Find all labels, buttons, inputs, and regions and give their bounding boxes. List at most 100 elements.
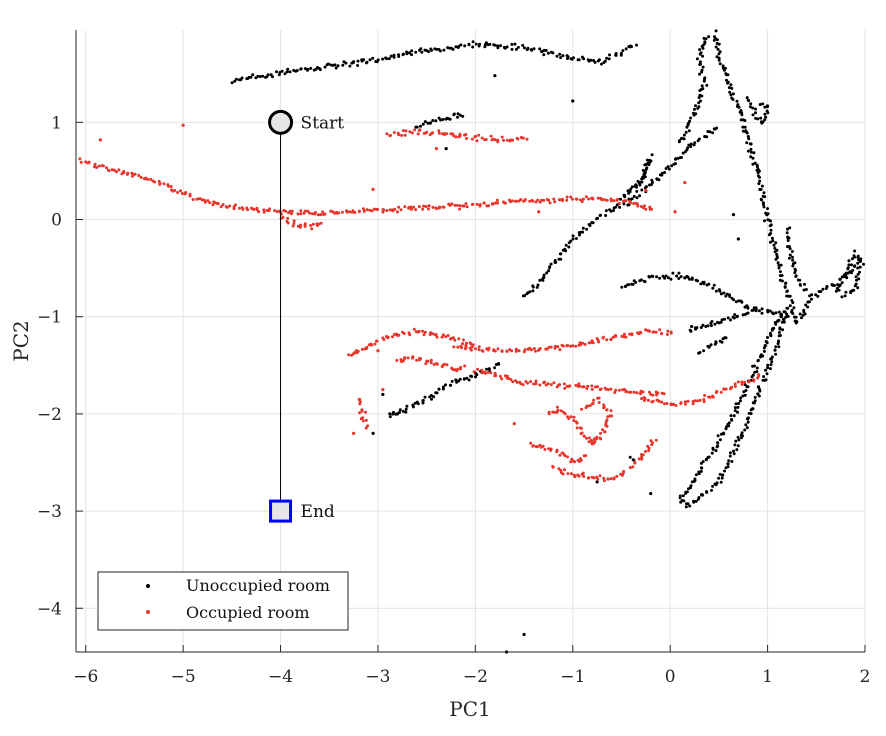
data-point [529,348,533,352]
data-point [787,256,791,260]
data-point [748,105,752,109]
data-point [421,329,425,333]
data-point [845,276,849,280]
data-point [605,198,609,202]
data-point [439,118,443,122]
data-point [772,243,776,247]
data-point [795,320,799,324]
data-point [751,156,755,160]
data-point [663,276,667,280]
data-point [821,287,825,291]
data-point [649,439,653,443]
data-point [534,382,538,386]
data-point [699,99,702,103]
data-point [777,318,781,322]
data-point [513,42,517,46]
data-point [756,171,760,175]
data-point [221,203,225,207]
data-point [505,138,509,142]
data-point [98,138,102,142]
data-point [315,224,319,227]
data-point [555,450,559,454]
data-point [697,96,701,100]
data-point [537,210,541,214]
data-point [319,221,323,225]
data-point [688,504,692,508]
data-point [727,459,731,463]
data-point [848,270,852,274]
data-point [777,331,781,334]
data-point [702,398,706,401]
data-point [724,427,728,431]
data-point [376,349,380,353]
data-point [385,57,389,61]
data-point [667,167,671,171]
data-point [400,133,404,137]
data-point [341,63,345,67]
data-point [760,307,764,311]
data-point [816,294,820,298]
data-point [710,320,714,323]
data-point [697,470,701,474]
data-point [334,66,338,70]
data-point [445,132,449,136]
data-point [167,184,170,188]
data-point [757,374,761,378]
data-point [784,315,788,319]
data-point [733,443,737,447]
data-point [578,457,582,461]
data-point [617,201,621,205]
data-point [729,93,733,97]
data-point [764,340,768,343]
data-point [423,330,427,334]
data-point [706,456,710,459]
data-point [125,172,129,176]
data-point [555,54,559,58]
data-point [722,431,725,435]
data-point [724,466,728,470]
data-point [769,240,772,244]
data-point [632,202,636,205]
data-point [319,213,323,217]
data-point [364,61,368,65]
data-point [510,349,514,353]
data-point [454,378,458,382]
data-point [398,408,402,412]
data-point [605,338,609,342]
data-point [371,56,375,60]
data-point [745,96,749,100]
data-point [773,250,777,254]
data-point [630,197,634,201]
data-point [302,211,306,215]
data-point [710,488,713,492]
data-point [361,419,365,423]
data-point [751,113,755,117]
data-point [507,377,511,380]
data-point [493,366,497,370]
data-point [749,147,753,151]
data-point [632,390,636,394]
data-point [695,326,699,330]
data-point [660,400,664,404]
data-point [614,334,618,338]
data-point [476,367,480,371]
data-point [640,177,644,181]
data-point [510,199,514,203]
data-point [321,210,325,214]
data-point [534,349,537,353]
data-point [273,209,277,213]
data-point [726,316,730,320]
data-point [785,231,789,235]
data-point [581,341,585,345]
data-point [538,47,542,51]
data-point [405,50,409,54]
data-point [567,417,571,420]
data-point [694,499,698,503]
data-point [774,345,778,349]
data-point [477,348,481,352]
data-point [582,454,586,458]
data-point [574,237,578,240]
data-point [549,262,553,266]
data-point [454,135,458,139]
data-point [640,397,643,401]
